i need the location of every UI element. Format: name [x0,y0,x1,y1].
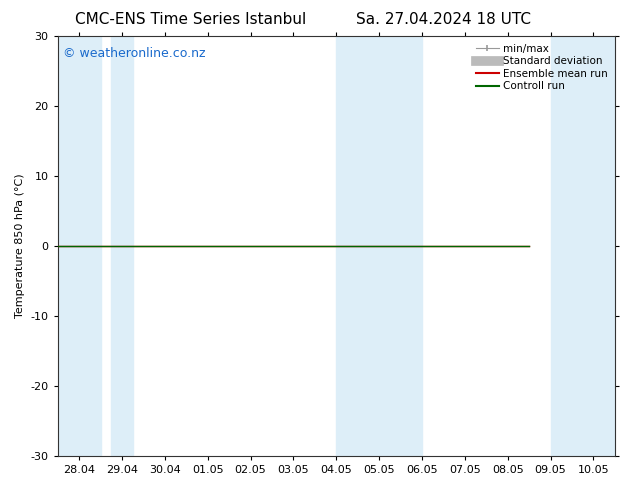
Bar [112,36,133,456]
Y-axis label: Temperature 850 hPa (°C): Temperature 850 hPa (°C) [15,174,25,318]
Text: CMC-ENS Time Series Istanbul: CMC-ENS Time Series Istanbul [75,12,306,27]
Bar [58,36,101,456]
Text: © weatheronline.co.nz: © weatheronline.co.nz [63,47,206,60]
Legend: min/max, Standard deviation, Ensemble mean run, Controll run: min/max, Standard deviation, Ensemble me… [474,42,610,94]
Bar [550,36,615,456]
Text: Sa. 27.04.2024 18 UTC: Sa. 27.04.2024 18 UTC [356,12,531,27]
Bar [336,36,422,456]
